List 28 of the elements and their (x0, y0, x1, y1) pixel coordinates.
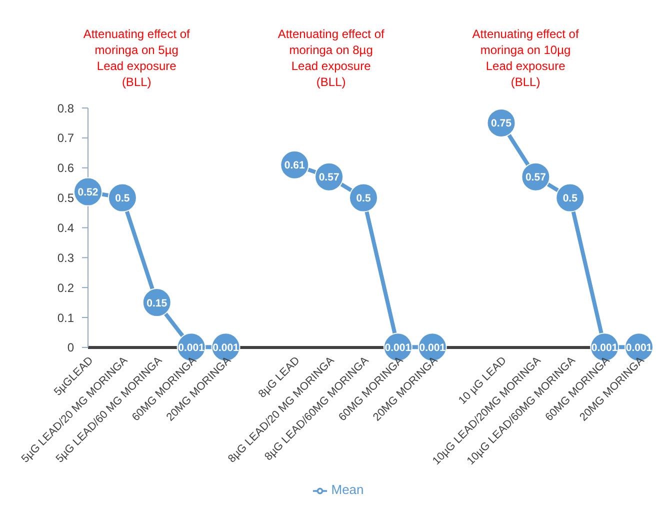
data-label: 0.75 (491, 118, 512, 130)
data-label: 0.5 (356, 192, 371, 205)
data-label: 0.61 (284, 160, 306, 172)
y-tick-label: 0.6 (57, 161, 74, 176)
data-label: 0.001 (384, 342, 412, 354)
y-tick-label: 0.8 (57, 101, 74, 116)
data-label: 0.001 (212, 342, 240, 354)
y-tick-label: 0.7 (57, 131, 74, 146)
data-label: 0.57 (525, 172, 546, 184)
legend-label: Mean (331, 482, 364, 498)
y-tick-label: 0.4 (57, 220, 74, 235)
data-label: 0.001 (178, 342, 205, 354)
data-label: 0.001 (419, 342, 446, 354)
text: Attenuating effect of moringa on 10µg Lead exposure (BLL) (471, 26, 580, 90)
y-tick-label: 0 (67, 340, 74, 355)
data-label: 0.5 (562, 192, 578, 205)
data-label: 0.52 (78, 186, 98, 199)
text: Attenuating effect of moringa on 8µg Lead exposure (BLL) (276, 26, 386, 90)
data-label: 0.15 (146, 297, 168, 310)
data-label: 0.57 (318, 172, 340, 184)
y-tick-label: 0.1 (57, 310, 74, 325)
data-label: 0.001 (591, 342, 618, 354)
data-label: 0.5 (115, 192, 130, 205)
y-tick-label: 0.3 (57, 250, 74, 265)
y-tick-label: 0.5 (57, 191, 74, 206)
data-label: 0.001 (626, 342, 652, 354)
y-tick-label: 0.2 (57, 280, 74, 295)
text: Attenuating effect of moringa on 5µg Lead exposure (BLL) (82, 26, 191, 90)
